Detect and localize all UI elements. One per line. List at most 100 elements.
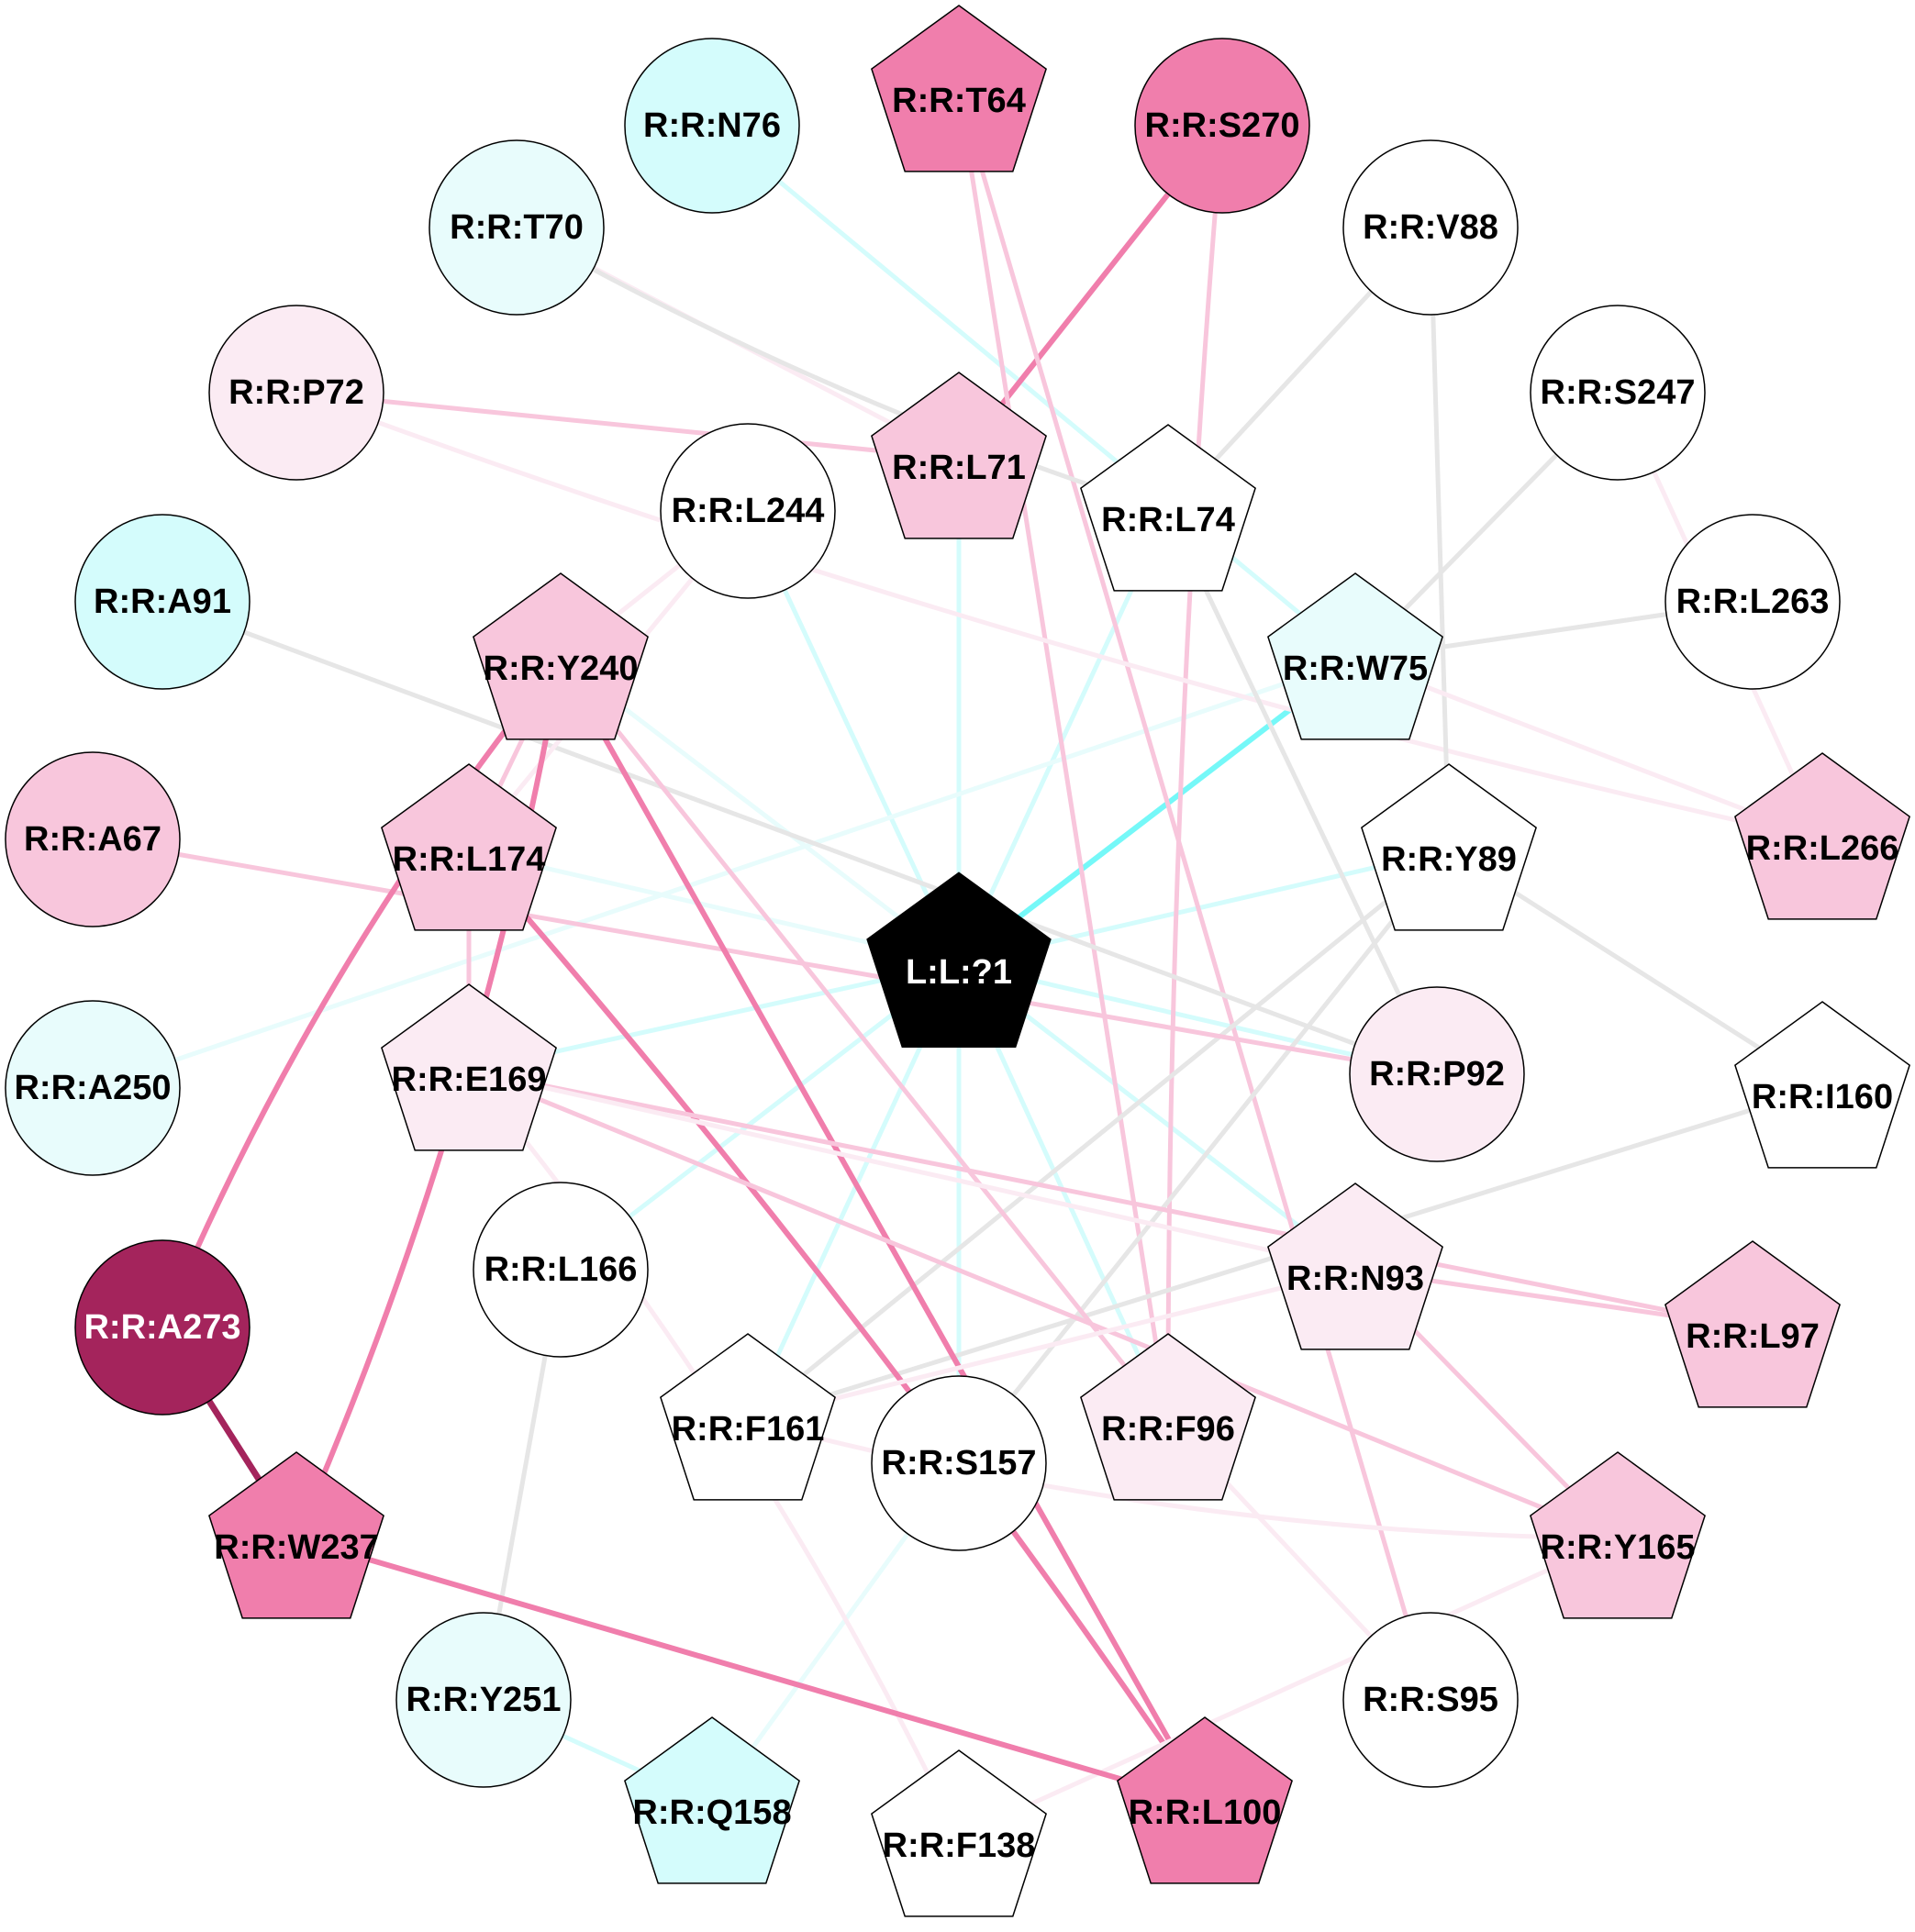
edge-y240-f96 bbox=[558, 657, 1171, 1423]
node-w237[interactable]: R:R:W237 bbox=[208, 1451, 384, 1619]
node-l266-label: R:R:L266 bbox=[1746, 829, 1899, 868]
node-ligand-shape bbox=[866, 872, 1052, 1048]
node-y89-shape bbox=[1361, 763, 1537, 931]
edge-y89-f161 bbox=[745, 848, 1452, 1423]
node-a250[interactable]: R:R:A250 bbox=[5, 1000, 181, 1176]
node-y165-label: R:R:Y165 bbox=[1541, 1528, 1696, 1567]
node-y240[interactable]: R:R:Y240 bbox=[473, 572, 649, 740]
edge-p72-l266 bbox=[294, 390, 1825, 842]
node-y251[interactable]: R:R:Y251 bbox=[395, 1612, 572, 1788]
node-f96[interactable]: R:R:F96 bbox=[1080, 1333, 1256, 1501]
node-w237-label: R:R:W237 bbox=[214, 1528, 378, 1567]
node-w75[interactable]: R:R:W75 bbox=[1267, 572, 1443, 740]
node-v88[interactable]: R:R:V88 bbox=[1342, 139, 1519, 316]
node-l97[interactable]: R:R:L97 bbox=[1664, 1240, 1841, 1408]
node-p72[interactable]: R:R:P72 bbox=[208, 305, 384, 481]
node-l71[interactable]: R:R:L71 bbox=[871, 372, 1047, 539]
node-s270[interactable]: R:R:S270 bbox=[1134, 38, 1310, 214]
node-v88-shape bbox=[1342, 139, 1519, 316]
node-p72-shape bbox=[208, 305, 384, 481]
node-l166-shape bbox=[473, 1182, 649, 1358]
node-t70[interactable]: R:R:T70 bbox=[429, 139, 605, 316]
edge-p72-l71 bbox=[294, 390, 962, 461]
node-y89[interactable]: R:R:Y89 bbox=[1361, 763, 1537, 931]
node-l266[interactable]: R:R:L266 bbox=[1734, 752, 1910, 920]
node-t64[interactable]: R:R:T64 bbox=[871, 5, 1047, 172]
edge-ligand-y240 bbox=[558, 657, 962, 966]
node-s247[interactable]: R:R:S247 bbox=[1530, 305, 1706, 481]
node-l244-label: R:R:L244 bbox=[672, 492, 825, 530]
node-l97-label: R:R:L97 bbox=[1686, 1317, 1820, 1356]
node-ligand-label: L:L:?1 bbox=[906, 953, 1012, 992]
node-a250-label: R:R:A250 bbox=[14, 1069, 171, 1107]
node-v88-label: R:R:V88 bbox=[1363, 208, 1498, 247]
edge-l74-p92 bbox=[1165, 508, 1440, 1077]
node-f138-shape bbox=[871, 1749, 1047, 1917]
edge-a67-p92 bbox=[90, 837, 1440, 1077]
node-y165[interactable]: R:R:Y165 bbox=[1530, 1451, 1706, 1619]
edge-s270-f96 bbox=[1165, 123, 1225, 1423]
node-s270-label: R:R:S270 bbox=[1145, 106, 1300, 145]
nodes-layer: L:L:?1 R:R:T64 R:R:N76 R:R:S270 R:R:T70 R:R:V… bbox=[5, 5, 1910, 1917]
node-a91-shape bbox=[74, 514, 251, 690]
node-a273-label: R:R:A273 bbox=[84, 1308, 240, 1347]
node-n76-shape bbox=[624, 38, 800, 214]
node-t64-shape bbox=[871, 5, 1047, 172]
node-f161[interactable]: R:R:F161 bbox=[660, 1333, 836, 1501]
node-l71-shape bbox=[871, 372, 1047, 539]
node-w75-shape bbox=[1267, 572, 1443, 740]
edge-y89-s157 bbox=[956, 848, 1452, 1466]
node-t70-label: R:R:T70 bbox=[450, 208, 584, 247]
node-s95-shape bbox=[1342, 1612, 1519, 1788]
node-l263-label: R:R:L263 bbox=[1676, 583, 1830, 621]
node-l174-label: R:R:L174 bbox=[393, 840, 546, 879]
node-a273[interactable]: R:R:A273 bbox=[74, 1239, 251, 1416]
node-l174-shape bbox=[381, 763, 557, 931]
node-l74[interactable]: R:R:L74 bbox=[1080, 424, 1256, 592]
edge-e169-y165 bbox=[466, 1068, 1620, 1541]
edge-e169-l97 bbox=[466, 1068, 1755, 1330]
node-l100[interactable]: R:R:L100 bbox=[1117, 1716, 1293, 1884]
edge-l174-l100 bbox=[466, 848, 1208, 1806]
node-s95-label: R:R:S95 bbox=[1363, 1681, 1498, 1719]
node-s157-label: R:R:S157 bbox=[882, 1444, 1037, 1482]
node-p92[interactable]: R:R:P92 bbox=[1349, 986, 1525, 1162]
node-l174[interactable]: R:R:L174 bbox=[381, 763, 557, 931]
node-w75-label: R:R:W75 bbox=[1283, 650, 1428, 688]
edge-t70-l74 bbox=[514, 225, 1171, 514]
node-f96-label: R:R:F96 bbox=[1101, 1410, 1235, 1449]
node-y251-label: R:R:Y251 bbox=[406, 1681, 562, 1719]
node-p92-label: R:R:P92 bbox=[1369, 1055, 1505, 1094]
node-n93-label: R:R:N93 bbox=[1286, 1260, 1424, 1298]
node-a67-shape bbox=[5, 751, 181, 927]
edge-a91-p92 bbox=[160, 599, 1440, 1077]
node-l166[interactable]: R:R:L166 bbox=[473, 1182, 649, 1358]
node-f138[interactable]: R:R:F138 bbox=[871, 1749, 1047, 1917]
node-s157[interactable]: R:R:S157 bbox=[871, 1375, 1047, 1551]
node-a67[interactable]: R:R:A67 bbox=[5, 751, 181, 927]
node-n93[interactable]: R:R:N93 bbox=[1267, 1183, 1443, 1350]
node-f161-label: R:R:F161 bbox=[672, 1410, 825, 1449]
node-t64-label: R:R:T64 bbox=[892, 82, 1026, 120]
node-q158[interactable]: R:R:Q158 bbox=[624, 1716, 800, 1884]
node-l166-label: R:R:L166 bbox=[484, 1250, 638, 1289]
node-s95[interactable]: R:R:S95 bbox=[1342, 1612, 1519, 1788]
node-e169[interactable]: R:R:E169 bbox=[381, 983, 557, 1151]
node-l244[interactable]: R:R:L244 bbox=[660, 423, 836, 599]
node-s247-label: R:R:S247 bbox=[1541, 373, 1696, 412]
node-n93-shape bbox=[1267, 1183, 1443, 1350]
node-ligand[interactable]: L:L:?1 bbox=[866, 872, 1052, 1048]
node-n76[interactable]: R:R:N76 bbox=[624, 38, 800, 214]
node-y240-shape bbox=[473, 572, 649, 740]
node-l263[interactable]: R:R:L263 bbox=[1664, 514, 1841, 690]
node-l100-label: R:R:L100 bbox=[1129, 1793, 1282, 1832]
node-l71-label: R:R:L71 bbox=[892, 449, 1026, 487]
node-i160[interactable]: R:R:I160 bbox=[1734, 1001, 1910, 1169]
node-a91[interactable]: R:R:A91 bbox=[74, 514, 251, 690]
edge-n93-f161 bbox=[745, 1267, 1358, 1423]
node-a91-label: R:R:A91 bbox=[94, 583, 231, 621]
node-y89-label: R:R:Y89 bbox=[1381, 840, 1517, 879]
node-f161-shape bbox=[660, 1333, 836, 1501]
node-n76-label: R:R:N76 bbox=[643, 106, 781, 145]
